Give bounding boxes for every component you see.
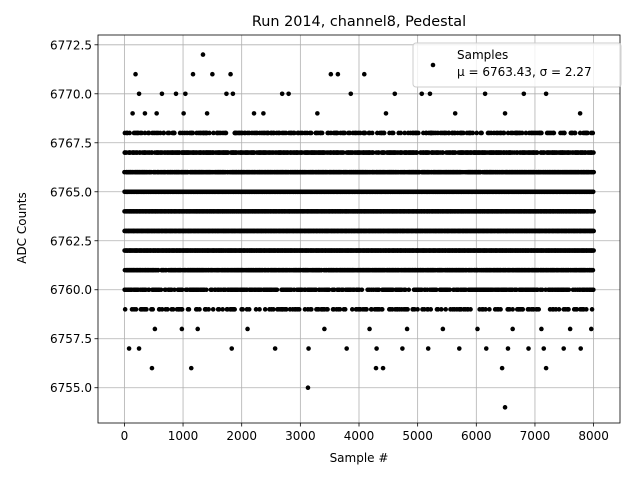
data-point (468, 307, 473, 312)
data-point (536, 307, 541, 312)
data-point (122, 307, 128, 312)
data-point (359, 287, 365, 293)
data-point (415, 307, 420, 312)
data-point (146, 287, 152, 293)
data-point (179, 287, 185, 293)
data-point (308, 130, 314, 136)
data-point (584, 307, 589, 312)
data-point (483, 307, 488, 312)
data-point (309, 307, 314, 312)
data-point (337, 307, 343, 312)
data-point (326, 287, 332, 293)
data-point (556, 307, 562, 312)
data-point (591, 248, 596, 253)
data-point (591, 169, 597, 175)
data-point (220, 307, 225, 312)
data-point (197, 307, 202, 312)
data-point (349, 307, 355, 312)
data-point (376, 287, 382, 293)
data-point (240, 307, 246, 312)
data-point (283, 307, 289, 312)
data-point (342, 307, 348, 312)
data-point (589, 307, 595, 312)
data-point (204, 287, 209, 293)
data-point (257, 307, 262, 312)
data-point (150, 307, 156, 312)
data-point (590, 267, 596, 273)
data-points (122, 52, 597, 410)
data-point (170, 307, 176, 312)
data-point (447, 287, 453, 293)
data-point (406, 287, 412, 293)
data-point (405, 307, 410, 312)
data-point (539, 287, 545, 293)
data-point (133, 307, 139, 312)
data-point (574, 307, 580, 312)
data-point (403, 287, 408, 293)
data-point (369, 307, 374, 312)
data-point (296, 307, 302, 312)
data-point (232, 307, 237, 312)
data-point (331, 287, 337, 293)
data-point (271, 307, 276, 312)
data-point (172, 130, 177, 136)
data-point (216, 307, 222, 312)
data-point (206, 307, 211, 312)
data-point (165, 307, 170, 312)
data-point (487, 307, 492, 312)
data-point (591, 209, 597, 214)
data-point (172, 287, 177, 293)
data-point (498, 307, 503, 312)
data-point (439, 307, 444, 312)
data-point (590, 189, 596, 195)
data-point (319, 130, 325, 136)
data-point (510, 307, 515, 312)
data-point (253, 307, 259, 312)
data-point (179, 307, 185, 312)
data-point (443, 307, 448, 312)
data-point (262, 307, 268, 312)
data-point (325, 307, 330, 312)
data-point (520, 307, 526, 312)
data-point (158, 287, 164, 293)
data-point (434, 287, 439, 293)
data-point (207, 130, 212, 136)
data-point (155, 267, 161, 273)
data-point (127, 130, 132, 136)
data-point (246, 307, 252, 312)
data-point (591, 228, 596, 234)
data-point (435, 307, 441, 312)
data-point (566, 287, 572, 293)
data-point (159, 307, 165, 312)
data-point (210, 307, 216, 312)
data-point (591, 287, 596, 293)
data-point (428, 307, 434, 312)
data-point (144, 307, 149, 312)
data-point (566, 307, 571, 312)
data-point (591, 150, 596, 155)
data-point (186, 307, 192, 312)
data-point (379, 307, 385, 312)
data-point (274, 287, 280, 293)
data-point (223, 130, 229, 136)
data-point (161, 130, 167, 136)
data-point (364, 307, 369, 312)
